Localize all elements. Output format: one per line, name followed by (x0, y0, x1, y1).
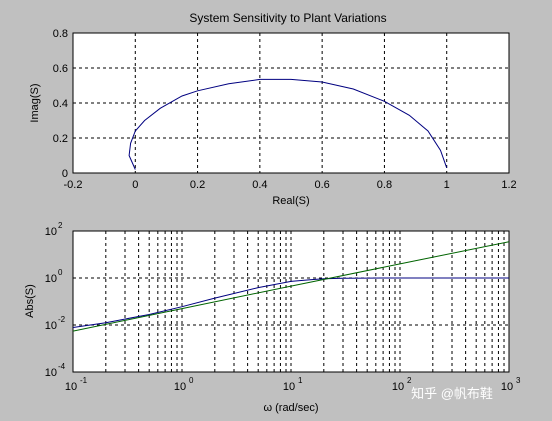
nyquist-plot: -0.2 0 0.2 0.4 0.6 0.8 1 1.200.20.40.60.8 Syste… (29, 11, 517, 207)
magnitude-y-label: Abs(S) (24, 284, 36, 318)
magnitude-y-tick-label: 10 (45, 273, 57, 285)
magnitude-y-tick-exponent: -2 (58, 315, 66, 324)
nyquist-y-label: Imag(S) (29, 83, 41, 122)
magnitude-x-tick-exponent: 1 (298, 376, 303, 385)
magnitude-x-tick-label: 10 (65, 381, 77, 393)
magnitude-x-tick-label: 10 (501, 381, 513, 393)
nyquist-y-tick-label: 0.2 (53, 133, 68, 145)
magnitude-curve-green (72, 241, 510, 332)
nyquist-x-tick-label: 0.6 (314, 179, 329, 191)
magnitude-x-tick-exponent: -1 (80, 376, 88, 385)
nyquist-y-tick-label: 0.8 (53, 28, 68, 40)
magnitude-y-tick-label: 10 (45, 320, 57, 332)
magnitude-x-tick-exponent: 0 (189, 376, 194, 385)
magnitude-x-tick-exponent: 3 (516, 376, 521, 385)
nyquist-curve (128, 78, 448, 170)
nyquist-grid (73, 33, 509, 173)
magnitude-y-tick-label: 10 (45, 367, 57, 379)
magnitude-curve-blue (72, 277, 509, 328)
magnitude-x-tick-label: 10 (392, 381, 404, 393)
magnitude-axes-box (72, 230, 510, 373)
nyquist-x-tick-label: 1.2 (501, 179, 516, 191)
magnitude-x-tick-label: 10 (283, 381, 295, 393)
magnitude-y-tick-label: 10 (45, 226, 57, 238)
magnitude-series (72, 241, 510, 332)
magnitude-y-tick-exponent: -4 (58, 362, 66, 371)
magnitude-y-tick-exponent: 2 (58, 221, 63, 230)
magnitude-x-tick-exponent: 2 (407, 376, 412, 385)
nyquist-x-tick-label: 1 (444, 179, 450, 191)
nyquist-x-tick-label: 0.2 (190, 179, 205, 191)
nyquist-tick-labels: -0.2 0 0.2 0.4 0.6 0.8 1 1.200.20.40.60.8 (53, 28, 517, 191)
nyquist-x-label: Real(S) (272, 195, 309, 207)
chart-title: System Sensitivity to Plant Variations (189, 11, 386, 25)
nyquist-series (128, 78, 448, 170)
nyquist-y-tick-label: 0 (62, 168, 68, 180)
magnitude-y-tick-exponent: 0 (58, 268, 63, 277)
nyquist-x-tick-label: 0 (132, 179, 138, 191)
magnitude-grid (73, 231, 509, 372)
watermark: 知乎 @帆布鞋 (411, 386, 493, 401)
nyquist-x-tick-label: 0.4 (252, 179, 267, 191)
magnitude-x-label: ω (rad/sec) (263, 402, 318, 414)
nyquist-y-tick-label: 0.6 (53, 63, 68, 75)
magnitude-x-tick-label: 10 (174, 381, 186, 393)
nyquist-x-tick-label: -0.2 (64, 179, 83, 191)
nyquist-x-tick-label: 0.8 (377, 179, 392, 191)
nyquist-y-tick-label: 0.4 (53, 98, 68, 110)
